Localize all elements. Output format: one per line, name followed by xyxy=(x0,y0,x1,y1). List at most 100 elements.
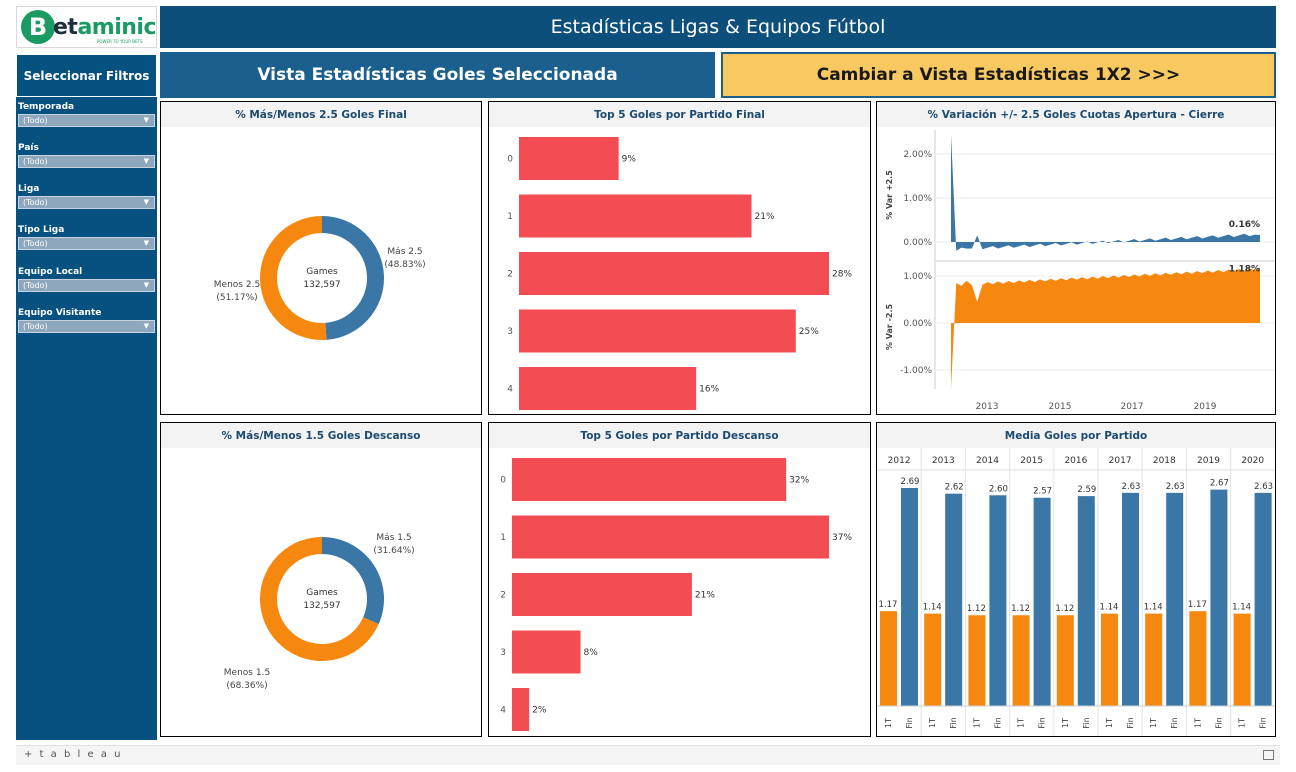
bar-1t xyxy=(1056,615,1074,706)
tab-1x2-view-button[interactable]: Cambiar a Vista Estadísticas 1X2 >>> xyxy=(721,52,1276,98)
filter-label: Equipo Local xyxy=(18,267,83,277)
bar-fin-label: 2.59 xyxy=(1077,485,1096,495)
panel-title: % Más/Menos 1.5 Goles Descanso xyxy=(161,423,481,448)
bar-fin xyxy=(945,493,963,706)
bar xyxy=(512,573,692,616)
donut-slice-under xyxy=(259,216,327,340)
bar-1t-label: 1.17 xyxy=(1188,600,1207,610)
donut-center-label: Games xyxy=(306,267,338,277)
bar xyxy=(512,458,787,501)
year-header: 2017 xyxy=(1109,456,1132,466)
donut-slice-over xyxy=(322,537,384,625)
bar xyxy=(519,252,829,295)
tab-goals-view[interactable]: Vista Estadísticas Goles Seleccionada xyxy=(160,52,715,98)
dropdown-arrow-icon: ▼ xyxy=(143,281,149,289)
bar-fin-label: 2.62 xyxy=(945,483,964,493)
sub-label-1t: 1T xyxy=(1238,718,1247,728)
bar xyxy=(512,688,530,731)
bar-fin xyxy=(1077,496,1095,706)
year-header: 2016 xyxy=(1064,456,1087,466)
slice-pct-under: (51.17%) xyxy=(216,293,257,303)
sub-label-1t: 1T xyxy=(1105,718,1114,728)
filter-label: País xyxy=(18,143,39,153)
bar-category-label: 1 xyxy=(500,533,506,543)
dropdown-arrow-icon: ▼ xyxy=(143,116,149,124)
bar-category-label: 0 xyxy=(500,476,506,486)
donut-chart-25[interactable]: Games 132,597 Más 2.5 (48.83%) Menos 2.5 (51.… xyxy=(161,127,481,414)
x-tick: 2017 xyxy=(1121,402,1144,412)
bar xyxy=(512,515,829,559)
fullscreen-icon[interactable] xyxy=(1263,750,1274,760)
slice-pct-over: (48.83%) xyxy=(384,260,425,270)
bar-1t-label: 1.14 xyxy=(1100,603,1119,613)
bar xyxy=(519,194,752,238)
bar-1t xyxy=(1189,611,1207,706)
donut-chart-15[interactable]: Games 132,597 Más 1.5 (31.64%) Menos 1.5 (68.… xyxy=(161,448,481,736)
bar-category-label: 3 xyxy=(500,648,506,658)
bar-fin xyxy=(1033,497,1051,706)
y-tick-bottom: 0.00% xyxy=(903,319,932,329)
bar-1t-label: 1.17 xyxy=(879,600,898,610)
betaminic-logo[interactable]: B etaminic POWER TO YOUR BETS xyxy=(16,6,157,48)
bar-fin xyxy=(1166,492,1184,706)
bar-value-label: 2% xyxy=(532,706,547,716)
panel-over-under-15: % Más/Menos 1.5 Goles Descanso Games 132,… xyxy=(160,422,482,737)
bar-fin-label: 2.63 xyxy=(1166,482,1185,492)
sub-label-fin: Fin xyxy=(1170,717,1179,728)
logo-tagline: POWER TO YOUR BETS xyxy=(97,39,143,44)
sub-label-1t: 1T xyxy=(1061,718,1070,728)
panel-title: Media Goles por Partido xyxy=(877,423,1275,448)
dropdown-arrow-icon: ▼ xyxy=(143,157,149,165)
x-tick: 2013 xyxy=(976,402,999,412)
bar-chart-halftime[interactable]: 0 32% 1 37% 2 21% 3 8% 4 2% xyxy=(489,448,870,736)
panel-top5-halftime: Top 5 Goles por Partido Descanso 0 32% 1 37… xyxy=(488,422,871,737)
sub-label-1t: 1T xyxy=(884,718,893,728)
bar-1t xyxy=(1233,613,1251,706)
panel-avg-goals: Media Goles por Partido 2012 1.17 2.69 1T Fi… xyxy=(876,422,1276,737)
sub-label-fin: Fin xyxy=(905,717,914,728)
bar-chart-avg-goals[interactable]: 2012 1.17 2.69 1T Fin 2013 1.14 2.62 1T Fin 2014 1.… xyxy=(877,448,1275,736)
bar-fin-label: 2.63 xyxy=(1122,482,1141,492)
bar-category-label: 3 xyxy=(507,327,513,337)
bar-fin-label: 2.69 xyxy=(901,477,920,487)
filter-equipo-local-select[interactable]: (Todo) ▼ xyxy=(18,279,155,292)
filter-equipo-visitante-select[interactable]: (Todo) ▼ xyxy=(18,320,155,333)
bar-value-label: 32% xyxy=(789,476,809,486)
bar-value-label: 8% xyxy=(584,648,599,658)
bar-fin-label: 2.63 xyxy=(1254,482,1273,492)
sub-label-fin: Fin xyxy=(1259,717,1268,728)
sub-label-1t: 1T xyxy=(972,718,981,728)
donut-center-value: 132,597 xyxy=(303,601,340,611)
filter-liga-select[interactable]: (Todo) ▼ xyxy=(18,196,155,209)
bar-fin xyxy=(989,495,1007,706)
sub-label-fin: Fin xyxy=(1038,717,1047,728)
bar-fin-label: 2.57 xyxy=(1033,487,1052,497)
panel-title: Top 5 Goles por Partido Descanso xyxy=(489,423,870,448)
bar-value-label: 21% xyxy=(755,212,775,222)
filter-temporada-select[interactable]: (Todo) ▼ xyxy=(18,114,155,127)
tableau-logo[interactable]: + t a b l e a u xyxy=(24,749,123,760)
bar-category-label: 1 xyxy=(507,212,513,222)
bar-chart-final[interactable]: 0 9% 1 21% 2 28% 3 25% 4 16% xyxy=(489,127,870,414)
panel-title: Top 5 Goles por Partido Final xyxy=(489,102,870,127)
donut-center-label: Games xyxy=(306,588,338,598)
bar xyxy=(519,367,697,410)
dashboard-title: Estadísticas Ligas & Equipos Fútbol xyxy=(160,6,1276,48)
last-value-top: 0.16% xyxy=(1229,220,1260,230)
panel-title: % Más/Menos 2.5 Goles Final xyxy=(161,102,481,127)
bar-value-label: 21% xyxy=(695,591,715,601)
filter-tipo-liga-select[interactable]: (Todo) ▼ xyxy=(18,237,155,250)
area-chart-variation[interactable]: 2.00% 1.00% 0.00% % Var +2.5 1.00% 0.00% -1.00… xyxy=(877,127,1275,414)
logo-word: etaminic xyxy=(53,14,156,40)
bar-1t xyxy=(1101,613,1118,706)
filter-pais-select[interactable]: (Todo) ▼ xyxy=(18,155,155,168)
bar-category-label: 0 xyxy=(507,155,513,165)
slice-pct-over: (31.64%) xyxy=(373,546,414,556)
filter-liga: Liga (Todo) ▼ xyxy=(18,184,155,209)
slice-label-under: Menos 1.5 xyxy=(224,668,270,678)
logo-ball-icon: B xyxy=(21,10,55,44)
sub-label-fin: Fin xyxy=(949,717,958,728)
filter-pais: País (Todo) ▼ xyxy=(18,143,155,168)
bar-1t xyxy=(1145,613,1163,706)
x-tick: 2015 xyxy=(1049,402,1072,412)
